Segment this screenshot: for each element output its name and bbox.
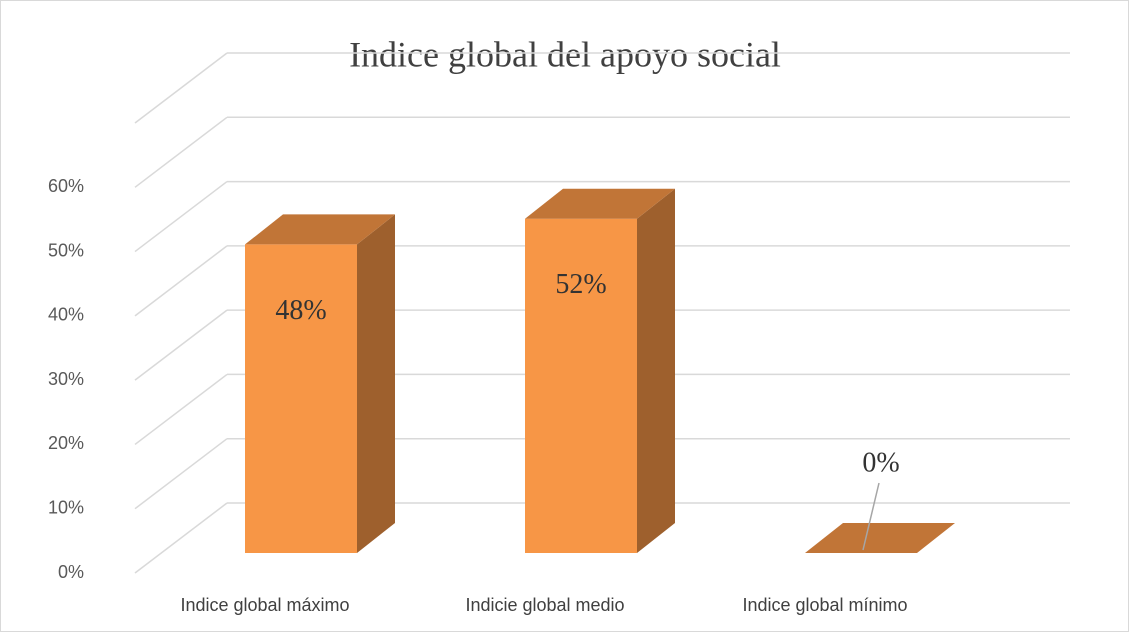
grid-line bbox=[134, 309, 228, 381]
y-tick-label: 20% bbox=[48, 433, 84, 453]
grid-line bbox=[134, 52, 228, 124]
grid-line bbox=[134, 373, 228, 446]
bar-side bbox=[637, 188, 675, 553]
chart-title: Indice global del apoyo social bbox=[349, 34, 781, 74]
bar-top bbox=[245, 214, 395, 245]
x-tick-label: Indice global máximo bbox=[180, 595, 349, 615]
bar-side bbox=[357, 214, 395, 553]
x-tick-label: Indicie global medio bbox=[465, 595, 624, 615]
grid-line bbox=[134, 116, 228, 188]
grid-line bbox=[134, 245, 228, 317]
y-tick-label: 40% bbox=[48, 305, 84, 325]
grid-line bbox=[134, 438, 228, 510]
grid-line bbox=[134, 502, 228, 574]
y-tick-label: 60% bbox=[48, 176, 84, 196]
x-tick-label: Indice global mínimo bbox=[742, 595, 907, 615]
bar-front bbox=[245, 244, 357, 553]
data-label: 52% bbox=[555, 269, 606, 300]
bar-front bbox=[525, 218, 637, 553]
bar-top bbox=[805, 523, 955, 553]
y-tick-label: 50% bbox=[48, 240, 84, 260]
data-label: 0% bbox=[862, 447, 899, 478]
y-tick-label: 10% bbox=[48, 497, 84, 517]
data-label: 48% bbox=[275, 295, 326, 326]
bar-top bbox=[525, 188, 675, 219]
y-tick-label: 0% bbox=[58, 562, 84, 582]
leader-line bbox=[862, 482, 880, 551]
grid-line bbox=[134, 180, 228, 253]
y-tick-label: 30% bbox=[48, 369, 84, 389]
